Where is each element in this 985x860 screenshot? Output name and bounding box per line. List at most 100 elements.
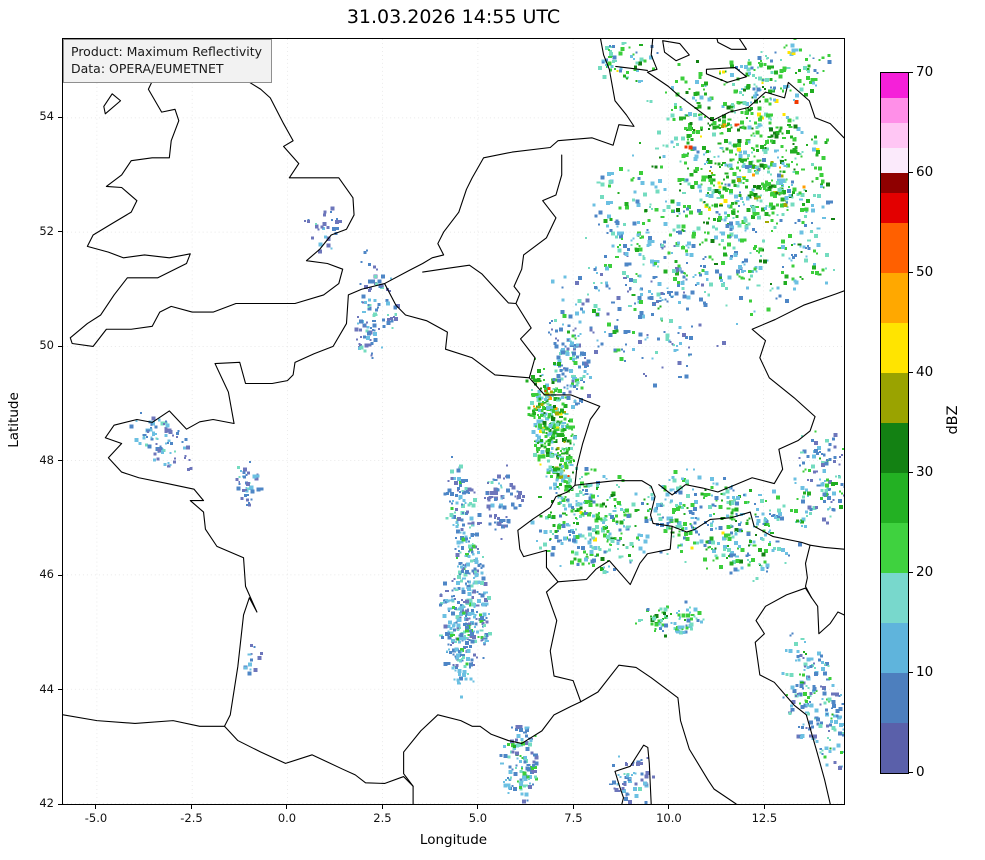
radar-echo [686,613,690,618]
radar-echo [731,525,734,528]
radar-echo [624,776,628,780]
product-annotation: Product: Maximum Reflectivity Data: OPER… [63,39,273,83]
radar-echo [625,71,629,75]
colorbar-segment [881,223,908,273]
radar-echo [169,464,172,467]
radar-echo [618,537,622,541]
radar-echo [364,310,367,313]
radar-echo [382,324,386,328]
radar-echo [689,627,693,631]
radar-echo [167,462,170,465]
radar-echo [595,481,600,486]
radar-echo [643,498,646,501]
radar-echo [739,158,744,163]
radar-echo [797,79,802,84]
radar-echo [690,353,693,356]
radar-echo [777,178,782,183]
radar-echo [593,537,598,542]
radar-echo [642,550,646,554]
radar-echo [707,106,711,110]
radar-echo [755,149,759,153]
radar-echo [488,496,492,500]
radar-echo [678,300,682,304]
radar-echo [648,290,651,294]
radar-echo [757,106,762,111]
radar-echo [596,271,599,274]
radar-echo [553,428,556,431]
radar-echo [703,302,708,307]
radar-echo [830,500,833,503]
radar-echo [709,476,714,481]
radar-echo [804,190,807,192]
radar-echo [779,126,783,130]
x-tick-label: 12.5 [751,811,778,825]
radar-echo [462,612,465,615]
radar-echo [810,270,814,274]
radar-echo [463,646,466,649]
radar-echo [559,397,562,400]
radar-echo [705,160,708,163]
radar-echo [755,85,758,88]
radar-echo [679,376,682,379]
radar-echo [584,467,589,472]
radar-echo [811,265,816,270]
radar-echo [598,289,601,292]
radar-echo [370,341,374,345]
radar-echo [797,218,801,222]
radar-echo [748,59,751,62]
radar-echo [554,369,558,373]
radar-echo [560,377,564,381]
radar-echo [647,231,650,234]
radar-echo [656,292,661,297]
radar-echo [581,534,585,538]
radar-echo [747,563,751,567]
radar-echo [818,724,823,728]
radar-echo [576,343,580,347]
radar-echo [782,696,785,699]
radar-echo [542,384,546,388]
radar-echo [731,144,734,147]
radar-echo [570,434,573,437]
radar-echo [763,517,766,520]
radar-echo [768,102,772,106]
radar-echo [459,606,463,610]
radar-echo [815,739,819,743]
radar-echo [552,532,555,535]
radar-echo [810,89,815,94]
radar-echo [796,152,800,156]
radar-echo [662,144,665,147]
colorbar-tick-label: 10 [916,664,934,680]
radar-echo [698,210,703,215]
radar-echo [656,51,659,54]
radar-echo [798,456,801,459]
radar-echo [549,511,552,514]
radar-echo [743,216,747,220]
radar-echo [142,436,146,440]
radar-echo [725,188,728,192]
radar-echo [718,276,722,280]
radar-echo [619,520,624,525]
radar-echo [629,288,632,291]
radar-echo [632,57,635,60]
radar-echo [770,173,773,176]
radar-echo [771,205,776,210]
radar-echo [640,235,644,239]
radar-echo [786,201,789,204]
radar-echo [670,113,675,118]
radar-echo [792,99,795,102]
radar-echo [537,440,541,444]
radar-echo [472,572,475,575]
radar-echo [557,378,562,383]
radar-echo [752,540,756,544]
radar-echo [654,628,657,631]
radar-echo [654,622,659,627]
radar-echo [457,550,460,553]
radar-echo [670,621,673,624]
radar-echo [731,202,735,206]
radar-echo [523,731,526,734]
radar-echo [707,187,712,192]
radar-echo [621,270,626,275]
radar-echo [638,245,641,248]
radar-echo [524,734,528,738]
radar-echo [507,786,511,790]
